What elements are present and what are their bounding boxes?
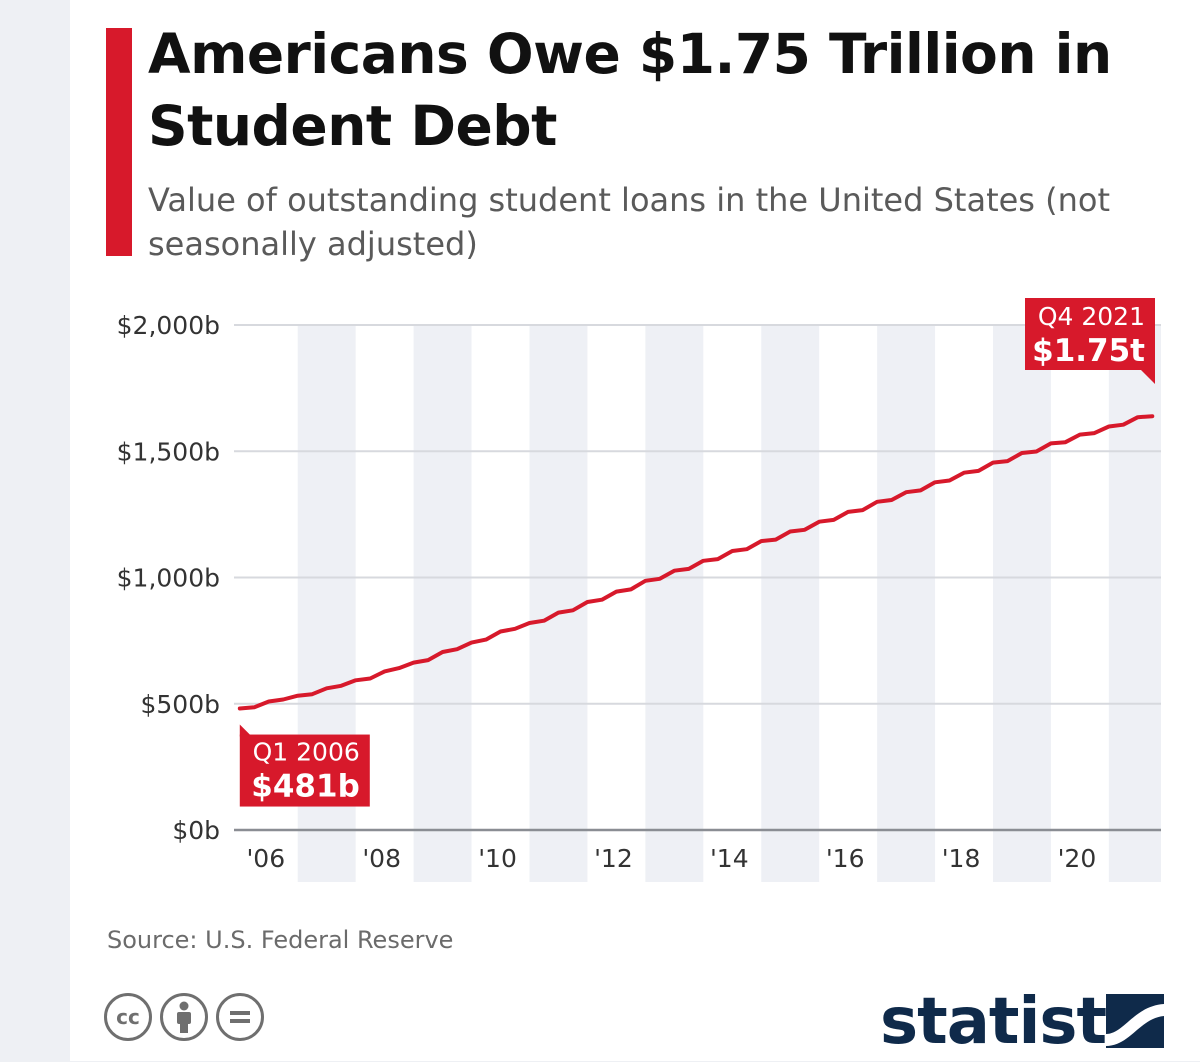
year-band — [529, 325, 588, 882]
x-tick-label: '20 — [1058, 844, 1097, 873]
attribution-icon[interactable] — [160, 993, 208, 1041]
year-band — [413, 325, 472, 882]
x-tick-label: '10 — [478, 844, 517, 873]
y-tick-label: $1,000b — [117, 564, 220, 593]
year-band — [1108, 325, 1161, 882]
statista-logo-icon — [1106, 994, 1164, 1048]
annotation-box — [239, 734, 370, 807]
annotation-value: $481b — [251, 769, 359, 805]
series-line — [237, 414, 1155, 711]
chart-subtitle: Value of outstanding student loans in th… — [148, 181, 1111, 263]
x-tick-label: '14 — [710, 844, 749, 873]
annotation-box — [1025, 298, 1155, 370]
year-band — [992, 325, 1051, 882]
y-tick-label: $500b — [141, 690, 221, 719]
x-tick-label: '18 — [942, 844, 981, 873]
annotation-pointer — [239, 724, 252, 737]
annotation-period: Q1 2006 — [253, 738, 360, 767]
y-tick-label: $2,000b — [117, 311, 220, 340]
creative-commons-icon[interactable]: cc — [104, 993, 152, 1041]
statista-logo-text: statista — [880, 985, 1149, 1059]
line-chart: $0b $500b $1,000b $1,500b $2,000b '06 '08 '10 '1… — [117, 298, 1161, 882]
annotation-value: $1.75t — [1032, 333, 1145, 369]
chart-title: Americans Owe $1.75 Trillion in Student … — [148, 22, 1112, 158]
title-accent-bar — [106, 28, 132, 256]
year-band — [645, 325, 704, 882]
annotation-period: Q4 2021 — [1038, 302, 1145, 331]
x-tick-label: '08 — [362, 844, 401, 873]
y-tick-label: $1,500b — [117, 437, 220, 466]
annotation-pointer — [1141, 370, 1155, 384]
y-tick-label: $0b — [172, 816, 220, 845]
year-band — [877, 325, 936, 882]
x-tick-label: '16 — [826, 844, 865, 873]
x-tick-label: '12 — [594, 844, 633, 873]
license-icons: cc — [104, 993, 264, 1041]
source-note: Source: U.S. Federal Reserve — [107, 926, 454, 954]
year-band — [761, 325, 820, 882]
no-derivatives-icon[interactable] — [216, 993, 264, 1041]
x-tick-label: '06 — [246, 844, 285, 873]
